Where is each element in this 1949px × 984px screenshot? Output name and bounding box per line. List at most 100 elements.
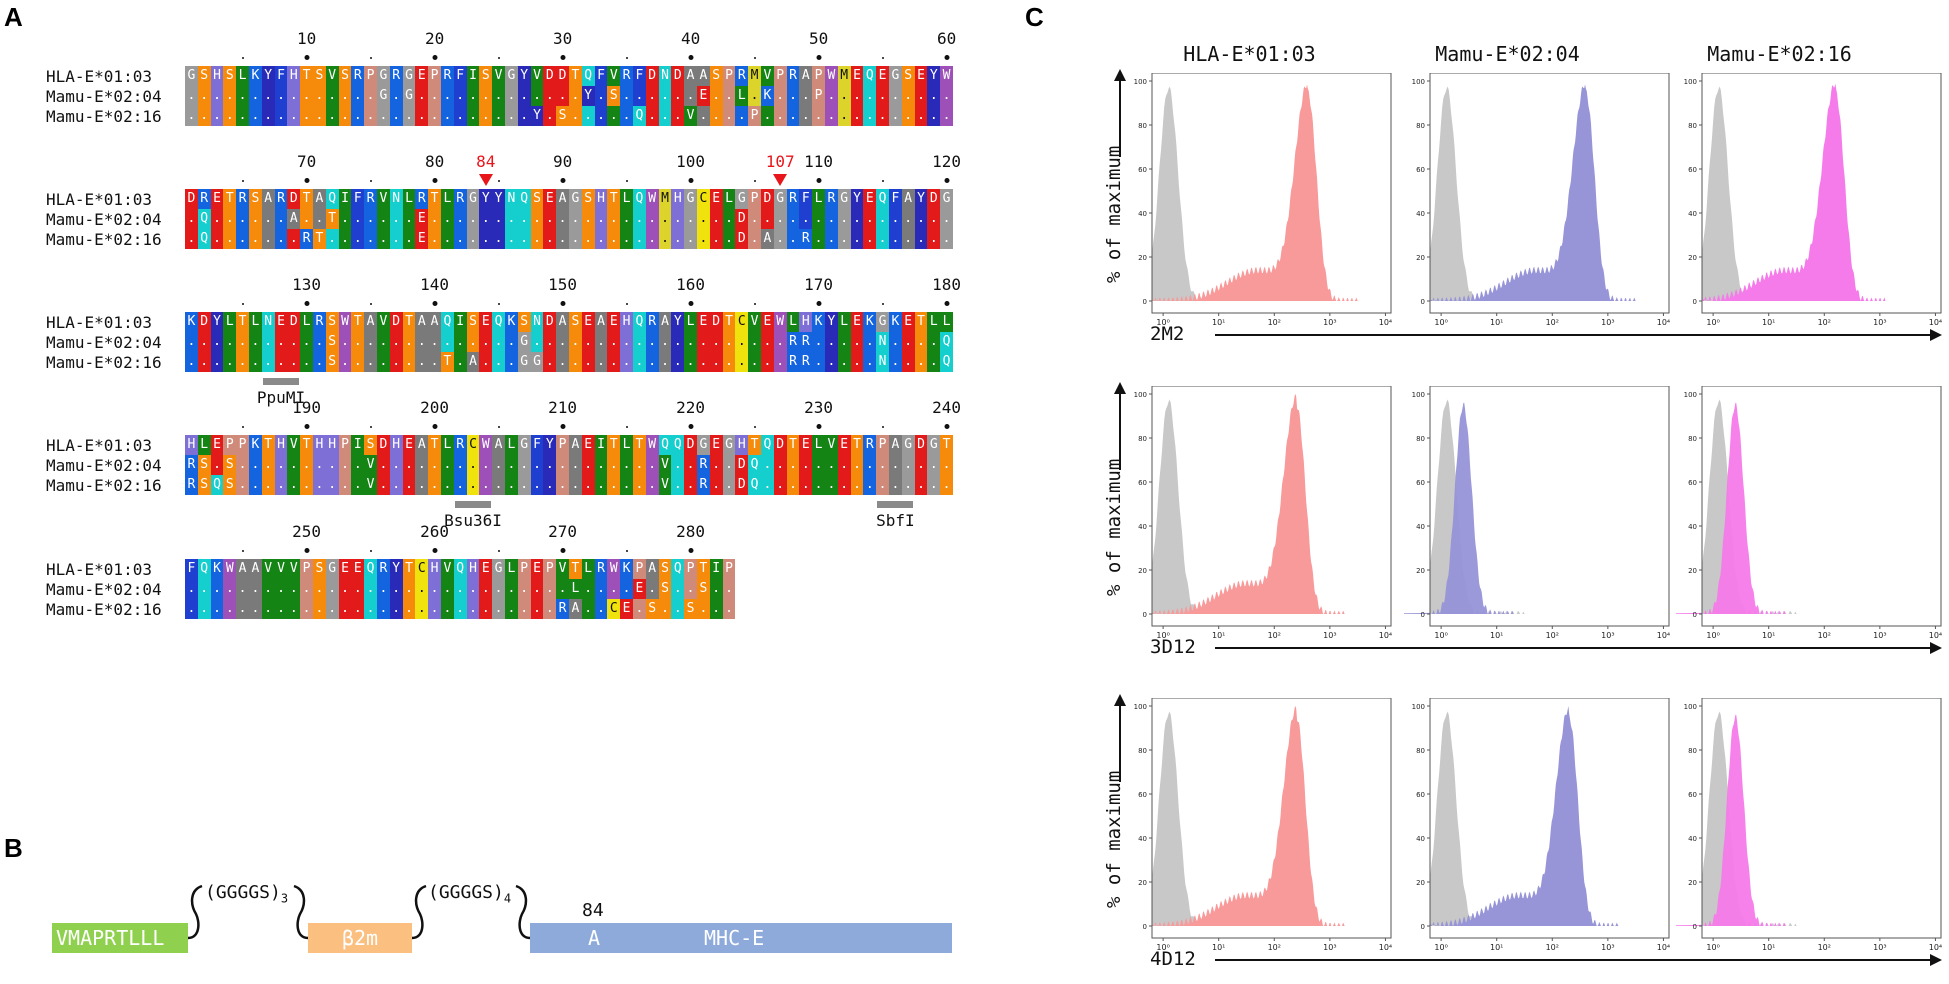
residue-cell: .: [325, 579, 339, 599]
residue-cell: R: [799, 332, 813, 352]
residue-cell: .: [594, 475, 608, 495]
residue-cell: .: [261, 599, 275, 619]
residue-cell: .: [197, 579, 211, 599]
residue-cell: .: [479, 209, 493, 229]
residue-cell: T: [313, 229, 326, 249]
residue-cell: E: [415, 209, 429, 229]
residue-cell: .: [517, 106, 531, 126]
residue-cell: L: [684, 312, 697, 332]
residue-cell: G: [517, 332, 531, 352]
residue-cell: F: [633, 66, 646, 86]
residue-cell: .: [325, 599, 339, 619]
residue-cell: .: [645, 86, 659, 106]
residue-cell: .: [210, 106, 224, 126]
residue-cell: .: [709, 106, 723, 126]
residue-cell: R: [556, 599, 569, 619]
y-tick-label: 60: [1688, 166, 1697, 174]
residue-cell: .: [863, 455, 877, 475]
position-tick-label: 40: [680, 29, 701, 48]
position-tick-label: 110: [804, 152, 834, 171]
tick-dot: [688, 178, 694, 183]
residue-cell: E: [479, 559, 493, 579]
histogram-plot: 0 20 40 60 80 100 10⁰ 10¹ 10² 10³ 10⁴: [1404, 386, 1670, 640]
residue-cell: .: [402, 455, 416, 475]
residue-cell: .: [415, 106, 429, 126]
residue-cell: .: [505, 455, 518, 475]
residue-cell: .: [402, 209, 416, 229]
minor-tick-dot: [753, 303, 756, 305]
residue-cell: G: [927, 435, 941, 455]
residue-cell: E: [581, 312, 595, 332]
residue-cell: .: [185, 352, 198, 372]
residue-cell: S: [658, 579, 672, 599]
residue-cell: .: [889, 475, 902, 495]
residue-cell: Y: [261, 66, 275, 86]
residue-cell: .: [197, 599, 211, 619]
residue-cell: V: [761, 66, 774, 86]
restriction-site-bar: [455, 501, 491, 508]
residue-cell: P: [748, 106, 761, 126]
residue-cell: .: [389, 332, 403, 352]
residue-cell: A: [645, 559, 659, 579]
x-tick-label: 10¹: [1490, 943, 1503, 952]
residue-cell: .: [658, 106, 672, 126]
residue-cell: P: [300, 559, 313, 579]
residue-cell: .: [569, 229, 582, 249]
residue-cell: .: [210, 599, 224, 619]
residue-cell: .: [773, 455, 787, 475]
position-tick-label: 80: [424, 152, 445, 171]
residue-cell: .: [940, 209, 953, 229]
y-tick-label: 20: [1416, 254, 1425, 262]
residue-cell: .: [889, 229, 902, 249]
residue-cell: .: [517, 475, 531, 495]
residue-cell: .: [223, 229, 237, 249]
residue-cell: .: [377, 209, 390, 229]
y-tick-label: 40: [1138, 523, 1147, 531]
residue-cell: V: [287, 559, 301, 579]
residue-cell: P: [748, 189, 761, 209]
residue-cell: .: [658, 209, 672, 229]
residue-cell: P: [773, 66, 787, 86]
residue-cell: .: [684, 332, 697, 352]
residue-cell: T: [569, 66, 582, 86]
residue-cell: .: [415, 455, 429, 475]
residue-cell: .: [453, 579, 467, 599]
panel-label-c: C: [1025, 2, 1044, 32]
residue-cell: S: [684, 599, 697, 619]
residue-cell: .: [709, 475, 723, 495]
position-tick-label: 130: [292, 275, 322, 294]
position-tick-label: 230: [804, 398, 834, 417]
residue-cell: .: [645, 106, 659, 126]
residue-cell: .: [313, 209, 326, 229]
residue-cell: R: [786, 332, 800, 352]
residue-cell: .: [799, 106, 813, 126]
minor-tick-dot: [241, 57, 244, 59]
residue-cell: .: [940, 86, 953, 106]
residue-cell: E: [210, 189, 224, 209]
highlight-position-label: 107: [765, 152, 795, 171]
residue-cell: R: [620, 66, 633, 86]
y-tick-label: 100: [1684, 78, 1697, 86]
minor-tick-dot: [753, 57, 756, 59]
residue-cell: R: [351, 66, 365, 86]
residue-cell: S: [197, 475, 211, 495]
residue-cell: I: [466, 66, 480, 86]
residue-cell: R: [377, 559, 390, 579]
residue-cell: .: [236, 599, 249, 619]
y-axis-label: % of maximum: [1103, 145, 1125, 283]
residue-cell: .: [210, 332, 224, 352]
residue-cell: .: [658, 352, 672, 372]
residue-cell: .: [543, 599, 557, 619]
residue-cell: W: [940, 66, 953, 86]
position-tick-label: 100: [676, 152, 706, 171]
residue-cell: .: [863, 332, 877, 352]
x-tick-label: 10⁰: [1156, 943, 1169, 952]
residue-cell: .: [722, 229, 736, 249]
x-tick-label: 10⁰: [1706, 318, 1719, 327]
residue-cell: .: [581, 352, 595, 372]
residue-cell: .: [850, 209, 864, 229]
residue-cell: .: [556, 475, 569, 495]
residue-cell: Y: [671, 312, 685, 332]
residue-cell: D: [377, 435, 390, 455]
residue-cell: A: [492, 435, 505, 455]
